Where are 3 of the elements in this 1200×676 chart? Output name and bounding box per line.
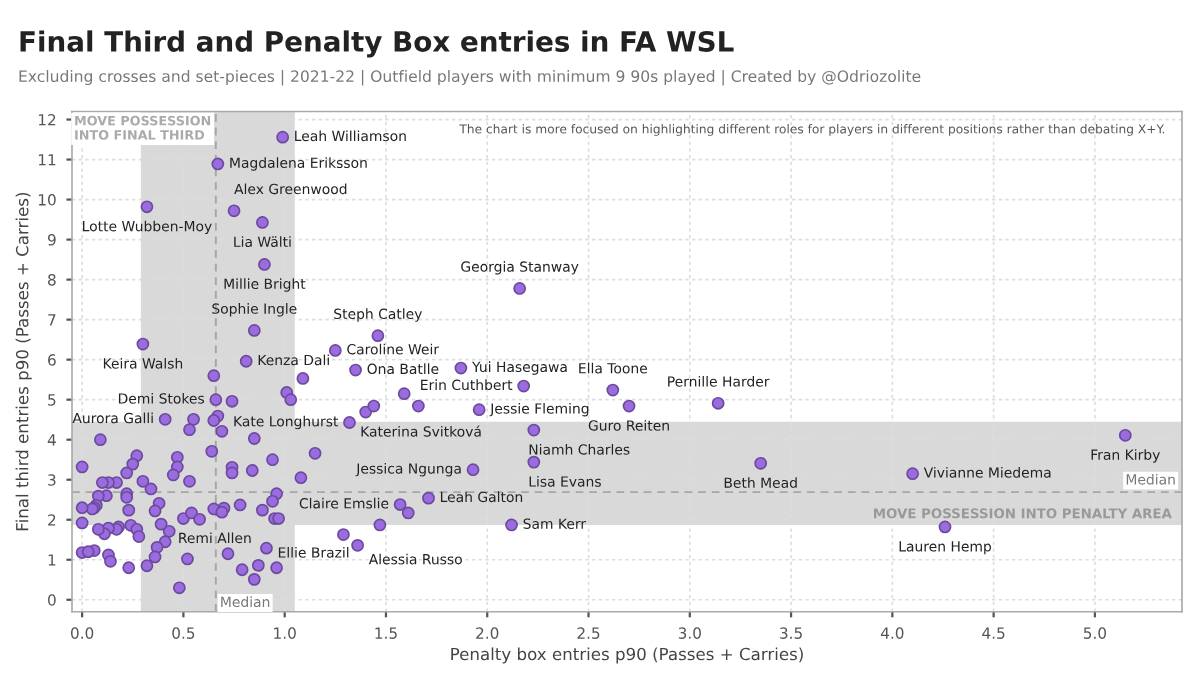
chart-title: Final Third and Penalty Box entries in FA WSL: [20, 30, 734, 58]
y-axis-title: Final third entries p90 (Passes + Carries): [15, 192, 32, 531]
x-axis-title: Penalty box entries p90 (Passes + Carries): [451, 647, 803, 664]
